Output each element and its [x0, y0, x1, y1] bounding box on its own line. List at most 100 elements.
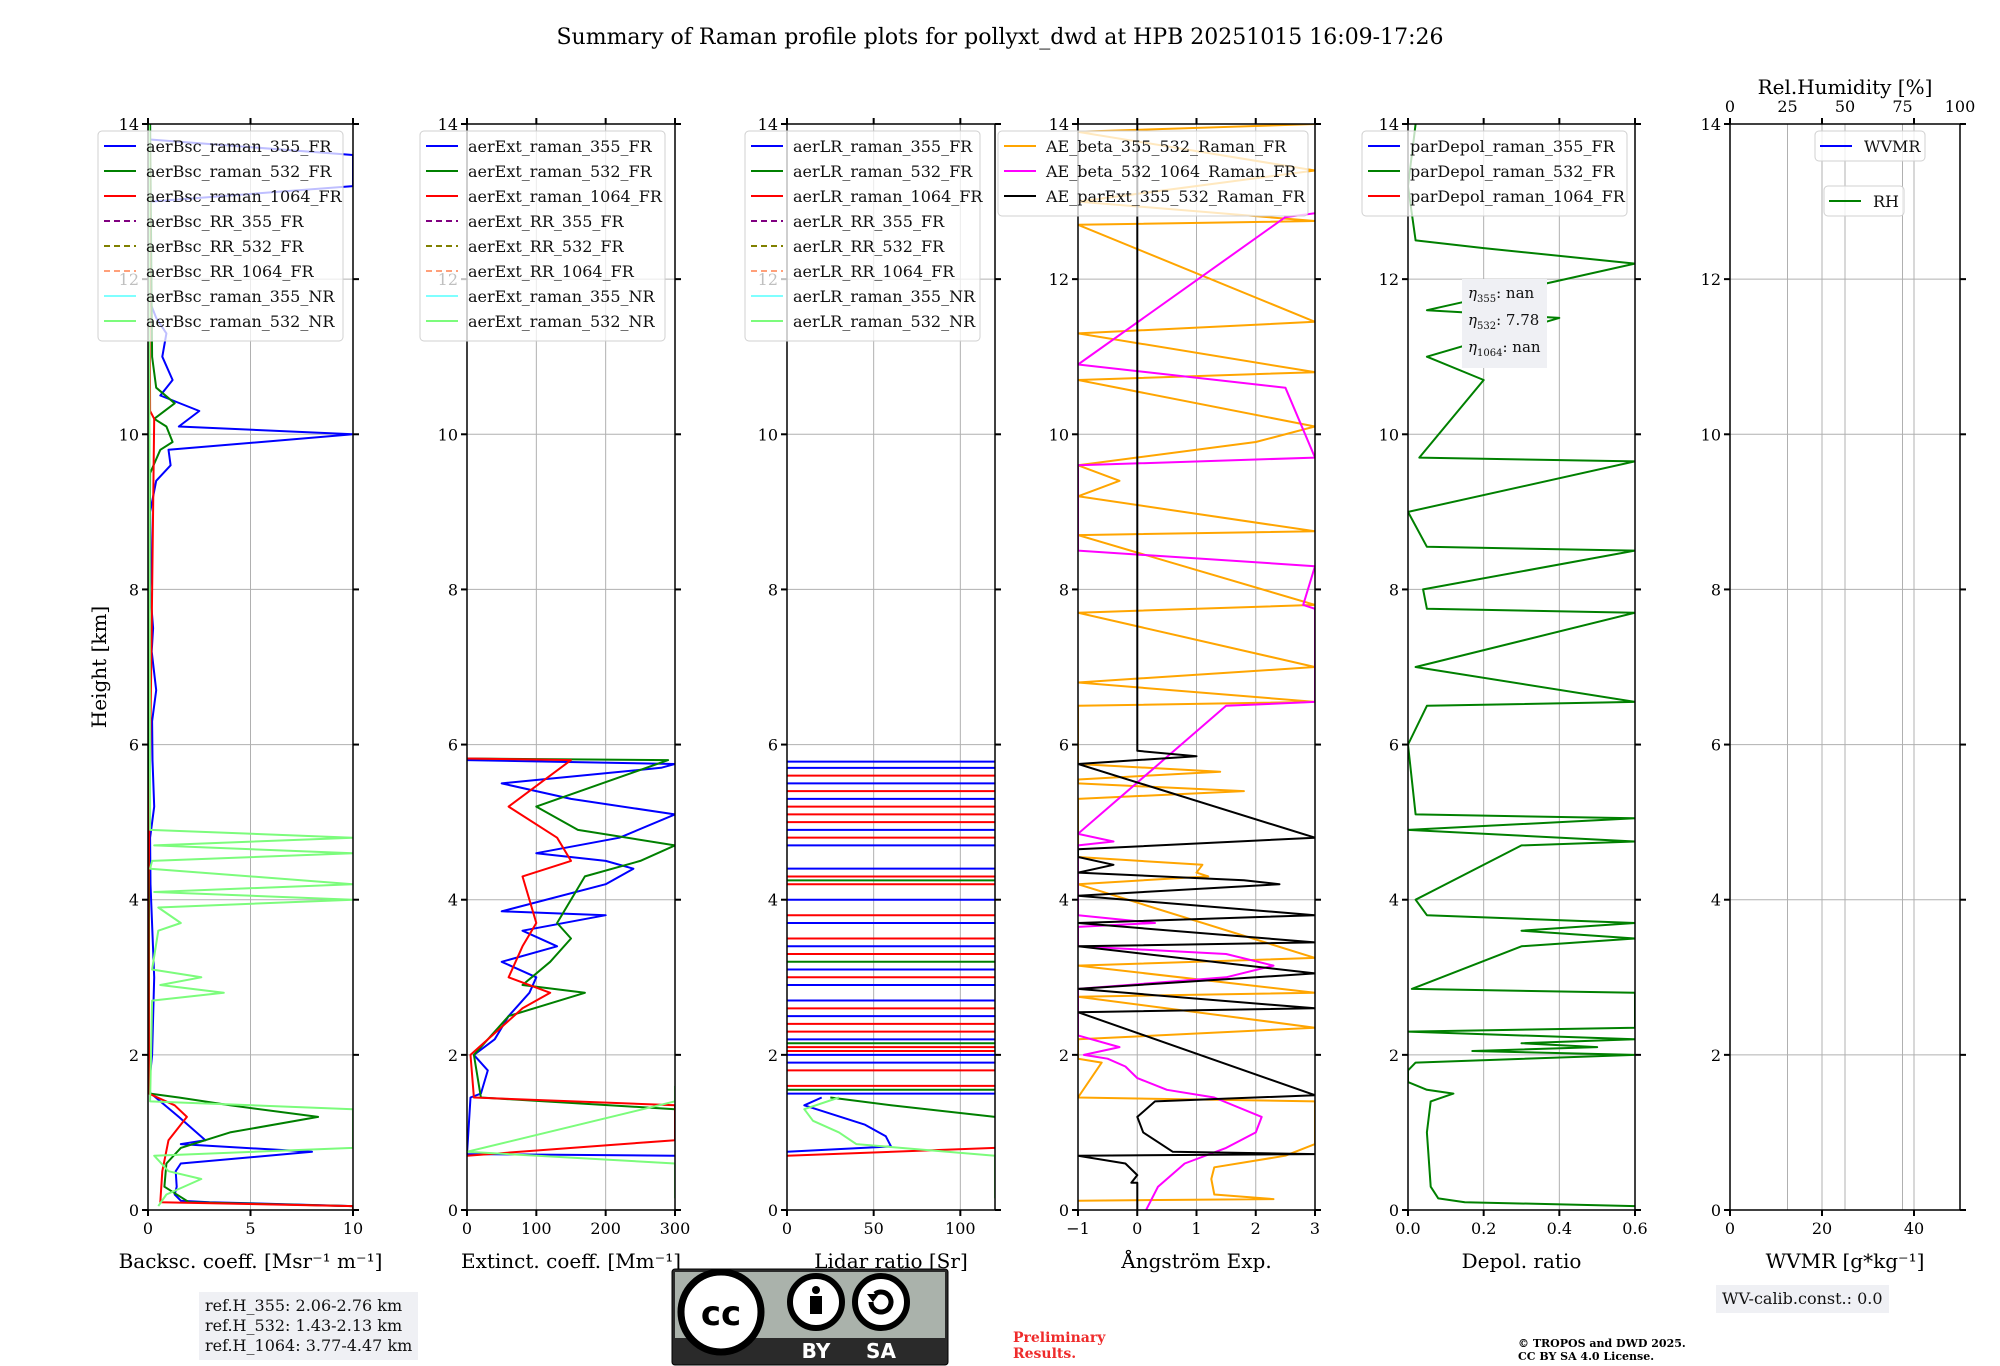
y-tick-label: 6 [129, 736, 139, 755]
cc-text: cc [701, 1294, 741, 1334]
axes-frame [786, 123, 996, 1211]
series-parDepol_raman_532_FR [1408, 124, 1635, 1208]
y-tick-label: 14 [758, 115, 778, 134]
x-tick-label: 100 [521, 1219, 552, 1238]
y-tick-label: 0 [448, 1201, 458, 1220]
legend-backscatter: aerBsc_raman_355_FR aerBsc_raman_532_FRae… [97, 130, 344, 342]
cc-by-sa-license-badge: cc BY SA [671, 1268, 949, 1366]
panel-lidar_ratio: 05010002468101214Lidar ratio [Sr]aerLR_r… [744, 115, 1001, 1273]
legend-label: aerLR_RR_532_FR [793, 237, 945, 256]
legend-box [1823, 185, 1905, 217]
cc-icon [677, 1268, 765, 1356]
y-tick-label: 6 [1389, 736, 1399, 755]
x-tick-label: 3 [1310, 1219, 1320, 1238]
y-tick-label: 14 [1701, 115, 1721, 134]
eta-355-value: nan [1505, 284, 1535, 302]
series-aerBsc_raman_1064_FR [148, 124, 353, 1210]
series-aerLR_raman_532_NR [803, 1096, 995, 1199]
plot-area-angstrom [1078, 124, 1315, 1210]
x-tick-label: 100 [945, 1219, 976, 1238]
x-tick-label: 2 [1251, 1219, 1261, 1238]
y-tick-label: 4 [1711, 891, 1721, 910]
ref-height-355: ref.H_355: 2.06-2.76 km [205, 1296, 403, 1315]
y-tick-label: 12 [1379, 270, 1399, 289]
copyright-line-1: © TROPOS and DWD 2025. [1518, 1337, 1686, 1350]
y-tick-label: 14 [1049, 115, 1069, 134]
legend-box [419, 130, 666, 342]
legend-box [1361, 130, 1628, 217]
x-tick-label: 40 [1904, 1219, 1924, 1238]
y-tick-label: 6 [768, 736, 778, 755]
top-x-tick-label: 25 [1777, 97, 1797, 116]
legend-label: aerLR_raman_532_FR [793, 162, 973, 181]
legend-label: aerLR_raman_532_NR [793, 312, 976, 331]
y-tick-label: 6 [1059, 736, 1069, 755]
eta-355: η355: nan [1468, 284, 1535, 305]
y-tick-label: 4 [1389, 891, 1399, 910]
y-tick-label: 0 [1059, 1201, 1069, 1220]
x-tick-label: 10 [343, 1219, 363, 1238]
wv-calibration-box: WV-calib.const.: 0.0 [1716, 1285, 1889, 1313]
panel-wvmr_rh: 0 20 40 0 2 4 6 8 10 12 14 WVMR [g*kg⁻¹] 0 25 50 75 100 R… [1701, 75, 1976, 1273]
y-tick-label: 8 [448, 580, 458, 599]
legend-label: aerBsc_raman_355_NR [146, 287, 335, 306]
copyright-line-2: CC BY SA 4.0 License. [1518, 1350, 1655, 1363]
legend-box [1814, 130, 1926, 162]
top-x-tick-label: 0 [1725, 97, 1735, 116]
legend-label: AE_beta_355_532_Raman_FR [1045, 137, 1287, 156]
top-x-tick-label: 75 [1892, 97, 1912, 116]
legend-label: aerLR_RR_355_FR [793, 212, 945, 231]
x-axis-label: WVMR [g*kg⁻¹] [1766, 1249, 1925, 1273]
x-axis-label: Extinct. coeff. [Mm⁻¹] [461, 1249, 681, 1273]
legend-label: aerExt_raman_532_NR [468, 312, 656, 331]
copyright-note: © TROPOS and DWD 2025. CC BY SA 4.0 Lice… [1518, 1337, 1686, 1363]
legend-label: WVMR [1864, 137, 1921, 156]
y-tick-label: 4 [1059, 891, 1069, 910]
x-tick-label: 20 [1812, 1219, 1832, 1238]
y-tick-label: 14 [119, 115, 139, 134]
series-aerExt_raman_355_FR [467, 759, 675, 1157]
y-tick-label: 0 [129, 1201, 139, 1220]
y-tick-label: 2 [1059, 1046, 1069, 1065]
y-tick-label: 2 [768, 1046, 778, 1065]
eta-box: η355: nan η532: 7.78 η1064: nan [1462, 279, 1547, 368]
share-alike-icon [852, 1273, 910, 1331]
legend-extinction: aerExt_raman_355_FR aerExt_raman_532_FRae… [419, 130, 666, 342]
y-tick-label: 0 [768, 1201, 778, 1220]
y-tick-label: 8 [1389, 580, 1399, 599]
y-tick-label: 10 [1701, 425, 1721, 444]
legend-label: aerBsc_RR_355_FR [146, 212, 304, 231]
series-AE_parExt_355_532_Raman_FR [1078, 124, 1315, 1210]
top-x-tick-label: 50 [1835, 97, 1855, 116]
x-tick-label: 0 [143, 1219, 153, 1238]
x-tick-label: 0.6 [1622, 1219, 1647, 1238]
x-tick-label: 0.4 [1547, 1219, 1572, 1238]
reference-height-box: ref.H_355: 2.06-2.76 km ref.H_532: 1.43-… [199, 1292, 419, 1360]
series-aerLR_raman_532_FR [830, 1096, 995, 1118]
legend-label: aerExt_RR_1064_FR [468, 262, 635, 281]
eta-1064-value: nan [1512, 338, 1541, 356]
series-AE_beta_532_1064_Raman_FR [1078, 212, 1315, 1210]
x-tick-label: 0 [462, 1219, 472, 1238]
plot-area-depol [1408, 124, 1635, 1208]
y-tick-label: 8 [1059, 580, 1069, 599]
y-tick-label: 10 [438, 425, 458, 444]
panel-extinction: 010020030002468101214Extinct. coeff. [Mm… [419, 115, 691, 1273]
legend-label: parDepol_raman_355_FR [1410, 137, 1616, 156]
legend-label: aerExt_raman_1064_FR [468, 187, 663, 206]
plot-area-lidar_ratio [787, 760, 995, 1199]
x-axis-label: Depol. ratio [1462, 1249, 1582, 1273]
eta-532: η532: 7.78 [1468, 311, 1540, 332]
legend-label: aerBsc_RR_532_FR [146, 237, 304, 256]
preliminary-line-1: Preliminary [1013, 1330, 1106, 1346]
figure-title: Summary of Raman profile plots for polly… [556, 25, 1443, 50]
plot-area-extinction [467, 757, 675, 1199]
x-tick-label: 50 [863, 1219, 883, 1238]
y-tick-label: 0 [1389, 1201, 1399, 1220]
preliminary-results-note: Preliminary Results. [1013, 1330, 1105, 1362]
legend-label: aerBsc_raman_1064_FR [146, 187, 343, 206]
legend-angstrom: AE_beta_355_532_Raman_FR AE_beta_532_1064… [997, 130, 1309, 217]
legend-label: aerExt_RR_532_FR [468, 237, 625, 256]
x-tick-label: 300 [660, 1219, 691, 1238]
